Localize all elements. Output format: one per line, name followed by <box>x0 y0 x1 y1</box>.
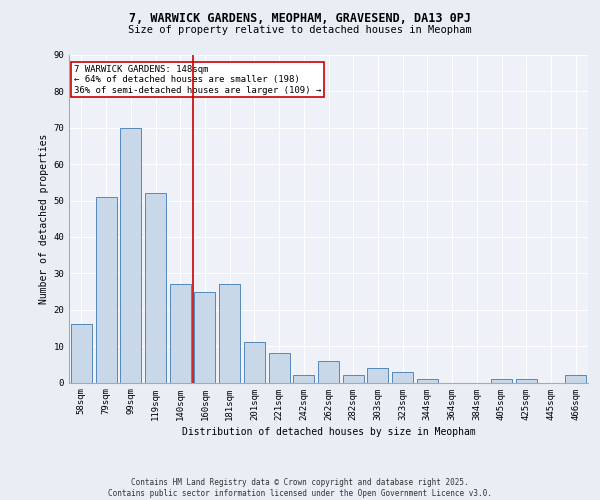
X-axis label: Distribution of detached houses by size in Meopham: Distribution of detached houses by size … <box>182 426 475 436</box>
Bar <box>367 368 388 382</box>
Bar <box>170 284 191 382</box>
Bar <box>392 372 413 382</box>
Bar <box>269 354 290 382</box>
Bar <box>120 128 141 382</box>
Bar <box>219 284 240 382</box>
Bar <box>244 342 265 382</box>
Text: Size of property relative to detached houses in Meopham: Size of property relative to detached ho… <box>128 25 472 35</box>
Text: 7 WARWICK GARDENS: 148sqm
← 64% of detached houses are smaller (198)
36% of semi: 7 WARWICK GARDENS: 148sqm ← 64% of detac… <box>74 65 322 94</box>
Bar <box>71 324 92 382</box>
Bar <box>293 375 314 382</box>
Bar <box>95 197 116 382</box>
Bar <box>491 379 512 382</box>
Y-axis label: Number of detached properties: Number of detached properties <box>39 134 49 304</box>
Bar <box>417 379 438 382</box>
Bar <box>318 360 339 382</box>
Bar <box>516 379 537 382</box>
Bar <box>343 375 364 382</box>
Bar <box>194 292 215 382</box>
Text: Contains HM Land Registry data © Crown copyright and database right 2025.
Contai: Contains HM Land Registry data © Crown c… <box>108 478 492 498</box>
Text: 7, WARWICK GARDENS, MEOPHAM, GRAVESEND, DA13 0PJ: 7, WARWICK GARDENS, MEOPHAM, GRAVESEND, … <box>129 12 471 26</box>
Bar <box>565 375 586 382</box>
Bar <box>145 194 166 382</box>
